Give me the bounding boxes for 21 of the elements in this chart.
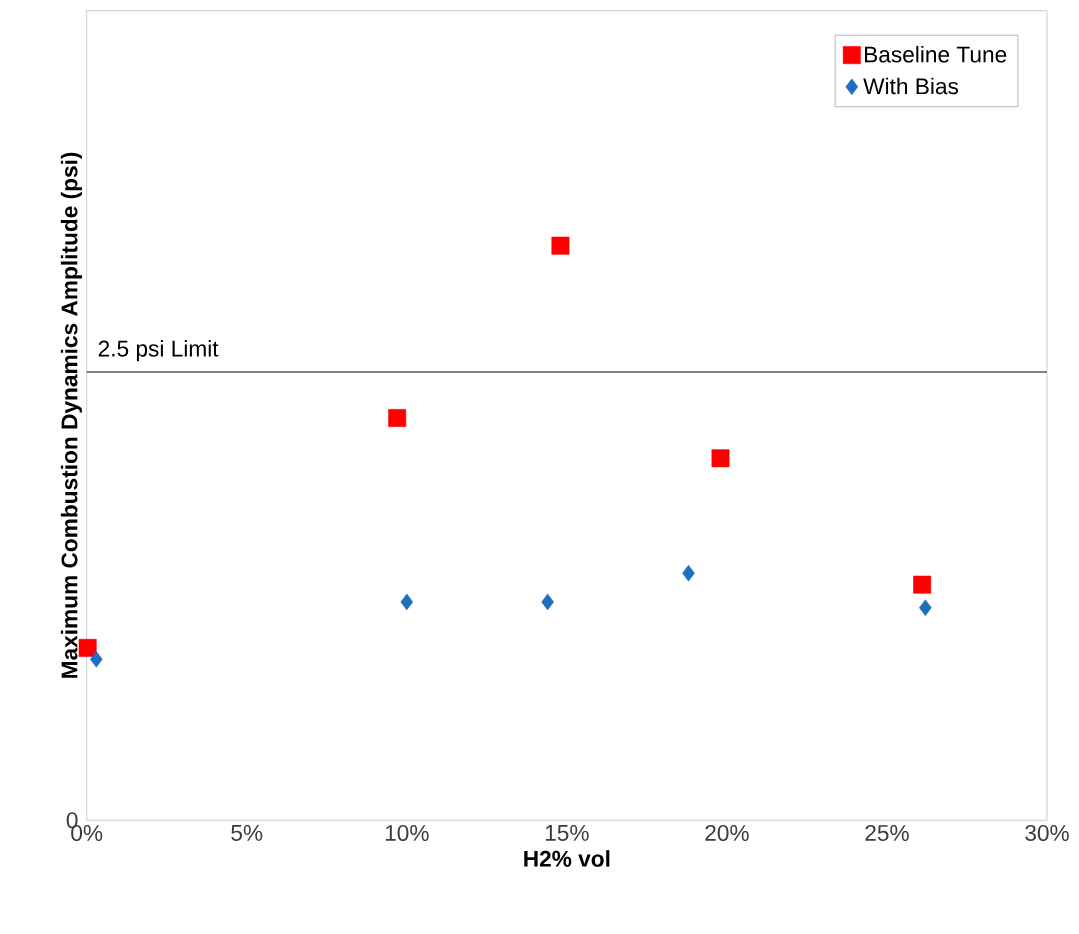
point (78, 639, 97, 657)
point (682, 565, 695, 582)
point (711, 449, 730, 468)
x-tick-label: 5% (231, 825, 263, 842)
point (919, 599, 932, 617)
point (388, 409, 407, 428)
x-axis-title: H2% vol (524, 850, 610, 868)
x-tick-label: 25% (865, 825, 909, 842)
legend-label: Baseline Tune (865, 46, 1007, 63)
point (551, 236, 570, 255)
y-axis-title: Maximum Combustion Dynamics Amplitude (psi) (60, 152, 82, 679)
legend-label: With Bias (863, 77, 959, 95)
ref-line-label: 2.5 psi Limit (98, 340, 219, 362)
point (400, 593, 414, 611)
x-tick-label: 20% (705, 825, 749, 842)
point (913, 575, 932, 594)
point (541, 593, 554, 611)
point (90, 651, 103, 668)
x-tick-label: 10% (385, 825, 429, 842)
x-tick-label: 30% (1025, 825, 1069, 842)
x-tick-label: 15% (545, 825, 589, 842)
